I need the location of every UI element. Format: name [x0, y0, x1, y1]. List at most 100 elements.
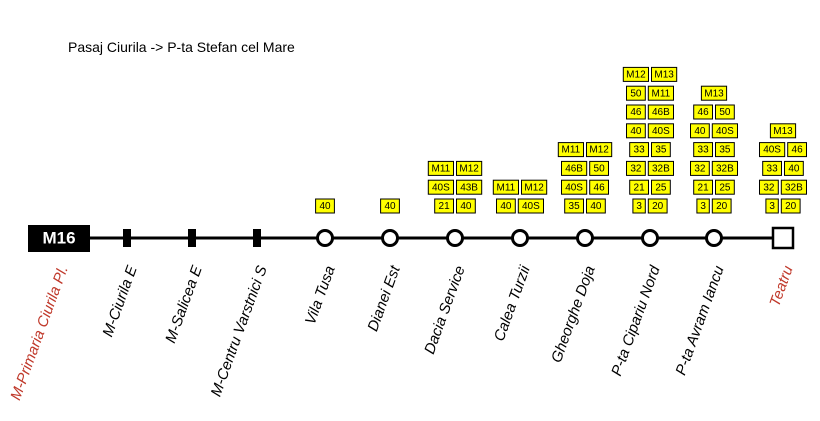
connection-box [690, 160, 710, 176]
title: Pasaj Ciurila -> P-ta Stefan cel Mare [68, 39, 295, 55]
connection-line: 50 [594, 164, 606, 175]
connection-box [690, 123, 710, 139]
connection-line: 32B [652, 164, 670, 175]
route-name: M16 [42, 228, 75, 247]
connection-box [769, 123, 797, 139]
connection-line: 40S [522, 201, 540, 212]
connection-line: 40 [460, 201, 472, 212]
connection-line: 20 [716, 201, 728, 212]
connection-line: M12 [589, 145, 609, 156]
connection-box [762, 160, 783, 176]
connection-line: 25 [655, 182, 667, 193]
connection-box [711, 160, 738, 176]
connection-box [626, 104, 646, 120]
connection-line: 21 [698, 182, 710, 193]
connection-line: 40S [432, 182, 450, 193]
connection-line: 3 [700, 201, 706, 212]
stop-name: Dianei Est [364, 263, 404, 334]
connection-line: 50 [719, 107, 731, 118]
connection-box [711, 123, 738, 139]
stop-name: Gheorghe Doja [548, 264, 599, 365]
connection-box [759, 179, 779, 195]
stop-name: M-Primaria Ciurila Pl. [7, 264, 71, 403]
connection-line: M13 [704, 88, 724, 99]
connection-box [647, 85, 674, 101]
connection-line: 20 [785, 201, 797, 212]
stop-marker [641, 229, 659, 247]
connection-line: 40 [384, 201, 396, 212]
connection-line: 46B [565, 164, 583, 175]
connection-line: 46 [594, 182, 606, 193]
stop-name: M-Ciurila E [99, 263, 141, 339]
route-badge [28, 225, 90, 252]
connection-box [693, 179, 714, 195]
connection-line: 3 [636, 201, 642, 212]
connection-box [647, 123, 674, 139]
connection-line: 20 [652, 201, 664, 212]
connection-box [647, 160, 674, 176]
stop-marker [123, 229, 131, 247]
connection-box [780, 198, 801, 214]
connection-box [626, 160, 646, 176]
connection-line: 32 [763, 182, 775, 193]
connection-box [589, 160, 610, 176]
connection-box [456, 160, 483, 176]
connection-box [632, 198, 646, 214]
connection-line: M12 [459, 164, 479, 175]
connection-box [434, 198, 455, 214]
connection-line: 50 [630, 88, 642, 99]
connection-line: 40S [763, 145, 781, 156]
stop-marker [576, 229, 594, 247]
connection-box [557, 142, 584, 158]
stop-marker [511, 229, 529, 247]
connection-line: 46B [652, 107, 670, 118]
connection-line: 35 [569, 201, 581, 212]
connection-box [759, 142, 786, 158]
connection-line: 40 [788, 164, 800, 175]
connection-box [626, 123, 646, 139]
connection-box [517, 198, 544, 214]
connection-box [715, 142, 735, 158]
connection-box [561, 160, 588, 176]
stop-marker [446, 229, 464, 247]
connection-line: 21 [439, 201, 451, 212]
stop-name: Calea Turzii [491, 263, 534, 344]
connection-box [456, 198, 476, 214]
connection-line: 35 [655, 145, 667, 156]
stop-marker [253, 229, 261, 247]
connection-line: M11 [562, 145, 581, 156]
connection-box [711, 198, 732, 214]
stop-name: M-Salicea E [162, 263, 206, 346]
stop-marker [188, 229, 196, 247]
connection-box [651, 66, 678, 82]
connection-line: 40S [565, 182, 583, 193]
connection-box [784, 160, 804, 176]
connection-box [496, 198, 516, 214]
connection-line: M12 [626, 70, 646, 81]
connection-line: 32 [694, 164, 706, 175]
connection-line: 32B [785, 182, 803, 193]
connection-line: 21 [634, 182, 646, 193]
connection-box [651, 179, 671, 195]
connection-box [647, 198, 668, 214]
stop-marker [705, 229, 723, 247]
connection-box [693, 142, 714, 158]
connection-line: 43B [460, 182, 478, 193]
connection-line: M12 [524, 182, 544, 193]
stop-name: P-ta Cipariu Nord [608, 263, 664, 378]
connection-box [647, 104, 674, 120]
connection-line: 33 [634, 145, 646, 156]
connection-box [561, 179, 588, 195]
connection-box [629, 142, 650, 158]
terminal-marker [771, 226, 795, 250]
connection-box [492, 179, 519, 195]
connection-box [780, 179, 807, 195]
connection-box [586, 198, 606, 214]
connection-box [589, 179, 610, 195]
connection-box [696, 198, 710, 214]
connection-line: 40 [319, 201, 331, 212]
connection-box [626, 85, 646, 101]
connection-line: 46 [698, 107, 710, 118]
connection-box [765, 198, 779, 214]
